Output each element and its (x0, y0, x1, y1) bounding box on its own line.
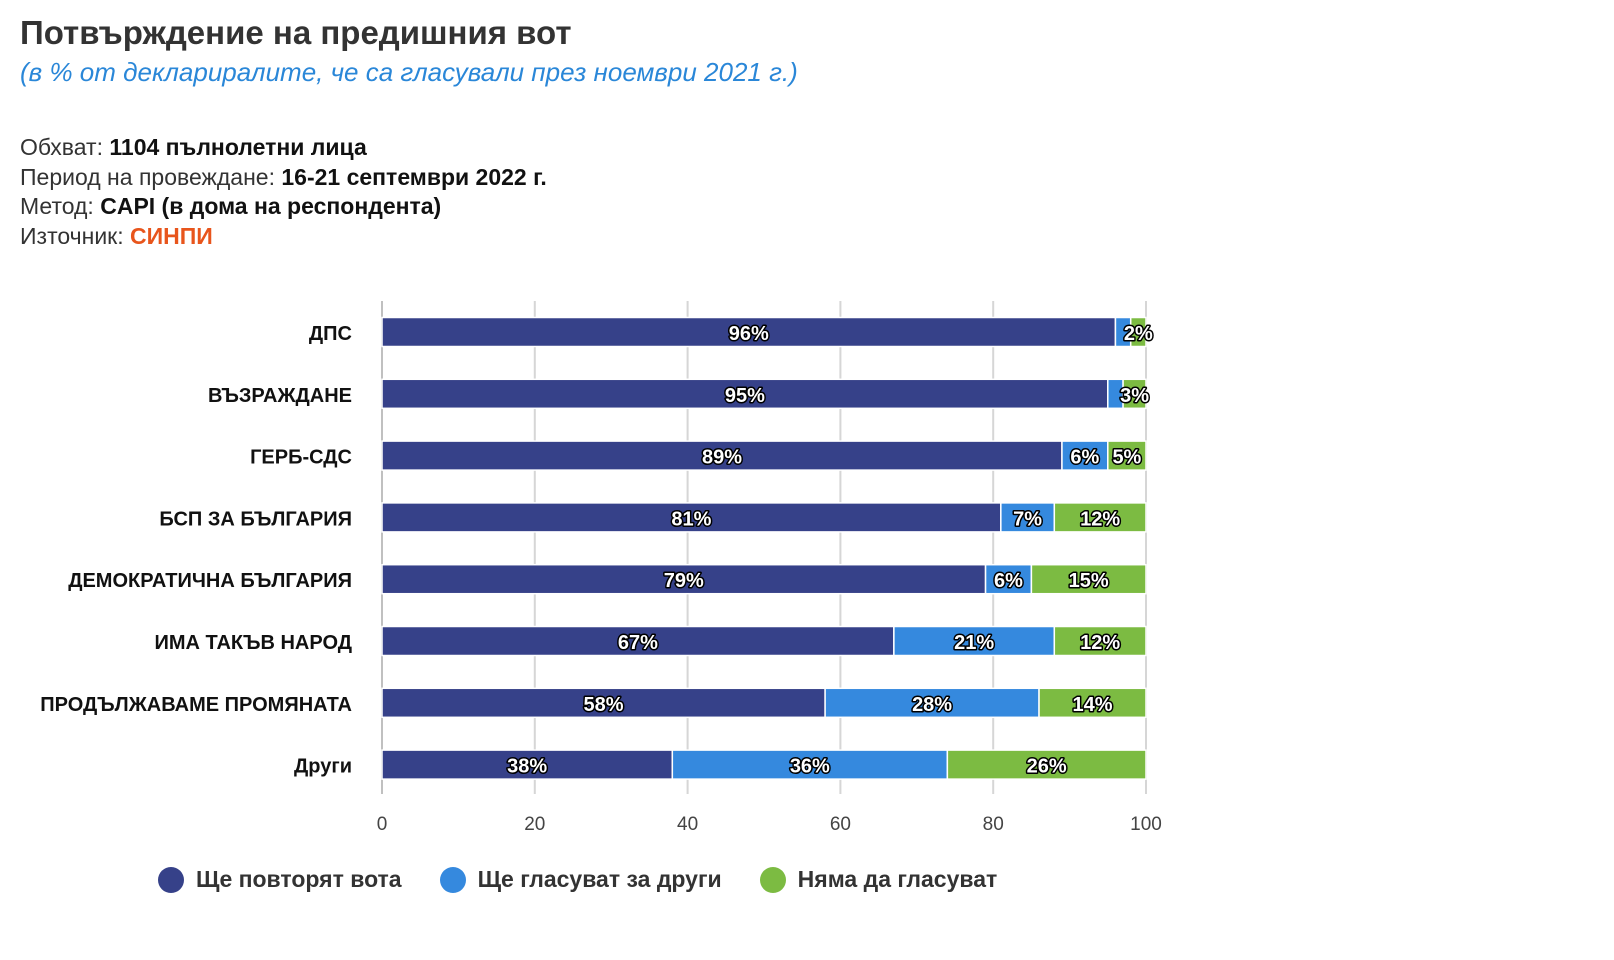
bar-segment (1000, 502, 1056, 533)
stacked-bar-chart: 0 20 40 60 80 100 ДПС 96% 2% ВЪЗРАЖДАНЕ 95% 3% ГЕРБ-… (40, 301, 1162, 835)
bar-segment (381, 502, 1002, 533)
data-label: 28% (912, 694, 952, 716)
legend-label: Няма да гласуват (797, 866, 998, 892)
category-label: ДПС (309, 323, 352, 345)
bar-segment (381, 378, 1109, 410)
bar-segment (1122, 378, 1147, 410)
meta-coverage-value: 1104 пълнолетни лица (109, 134, 367, 160)
meta-coverage-label: Обхват: (20, 134, 103, 160)
data-label: 79% (664, 570, 704, 592)
data-label: 12% (1080, 508, 1120, 530)
bar-segment (381, 316, 1117, 348)
category-label: БСП ЗА БЪЛГАРИЯ (159, 508, 352, 530)
bar-segment (1053, 502, 1147, 533)
data-label: 58% (584, 694, 624, 716)
bar-segment (381, 687, 826, 719)
meta-source-value: СИНПИ (130, 222, 213, 249)
x-tick-label: 40 (677, 814, 698, 835)
chart-legend: Ще повторят вота Ще гласуват за други Няма… (158, 866, 1035, 893)
category-label: ДЕМОКРАТИЧНА БЪЛГАРИЯ (68, 570, 352, 592)
data-label: 15% (1069, 570, 1109, 592)
meta-method-value: CAPI (в дома на респондента) (100, 193, 442, 219)
bar-segment (1129, 316, 1147, 348)
data-label: 6% (994, 570, 1023, 592)
data-label: 3% (1120, 385, 1149, 407)
legend-marker (759, 866, 786, 893)
category-label: Други (294, 756, 352, 778)
meta-source: Източник: СИНПИ (20, 222, 547, 252)
category-label: ГЕРБ-СДС (250, 447, 352, 469)
legend-item: Ще гласуват за други (439, 866, 722, 893)
data-label: 12% (1080, 632, 1120, 654)
data-label: 14% (1073, 694, 1113, 716)
bar-segment (381, 625, 895, 657)
bar-segment (1061, 440, 1109, 471)
legend-label: Ще гласуват за други (477, 866, 722, 892)
bar-segment (824, 687, 1040, 719)
bar-segment (1053, 625, 1147, 657)
bar-segment (1030, 563, 1147, 595)
data-label: 67% (618, 632, 658, 654)
data-label: 26% (1027, 756, 1067, 778)
data-label: 36% (790, 756, 830, 778)
bar-segment (1038, 687, 1147, 719)
data-label: 21% (954, 632, 994, 654)
legend-label: Ще повторят вота (196, 866, 402, 892)
meta-source-label: Източник: (20, 222, 124, 249)
x-tick-label: 20 (524, 814, 545, 835)
bar-segment (381, 563, 987, 595)
data-label: 6% (1070, 447, 1099, 469)
category-label: ВЪЗРАЖДАНЕ (208, 385, 352, 407)
chart-subtitle: (в % от деклариралите, че са гласували п… (20, 57, 798, 87)
legend-marker (158, 866, 184, 893)
category-label: ПРОДЪЛЖАВАМЕ ПРОМЯНАТА (40, 694, 352, 716)
category-label: ИМА ТАКЪВ НАРОД (154, 632, 352, 654)
bar-segment (1107, 440, 1147, 471)
meta-period-value: 16-21 септември 2022 г. (281, 163, 547, 190)
data-label: 7% (1013, 508, 1042, 530)
x-tick-label: 80 (983, 814, 1004, 835)
data-label: 38% (507, 756, 547, 778)
data-label: 2% (1124, 323, 1153, 345)
legend-marker (439, 866, 466, 893)
meta-period: Период на провеждане: 16-21 септември 20… (20, 163, 547, 193)
data-label: 5% (1112, 447, 1141, 469)
data-label: 81% (671, 508, 711, 530)
bar-segment (381, 749, 674, 780)
x-tick-label: 0 (377, 814, 388, 835)
meta-period-label: Период на провеждане: (20, 163, 275, 190)
survey-meta: Обхват: 1104 пълнолетни лица Период на п… (20, 133, 547, 251)
chart-title: Потвърждение на предишния вот (20, 14, 572, 51)
data-label: 96% (729, 323, 769, 345)
legend-item: Ще повторят вота (158, 866, 402, 893)
bar-segment (893, 625, 1056, 657)
legend-item: Няма да гласуват (759, 866, 998, 893)
data-label: 95% (725, 385, 765, 407)
x-tick-label: 100 (1130, 814, 1162, 835)
meta-method: Метод: CAPI (в дома на респондента) (20, 192, 547, 222)
x-tick-label: 60 (830, 814, 851, 835)
meta-method-label: Метод: (20, 193, 94, 219)
meta-coverage: Обхват: 1104 пълнолетни лица (20, 133, 547, 163)
bar-segment (946, 749, 1147, 780)
data-label: 89% (702, 447, 742, 469)
